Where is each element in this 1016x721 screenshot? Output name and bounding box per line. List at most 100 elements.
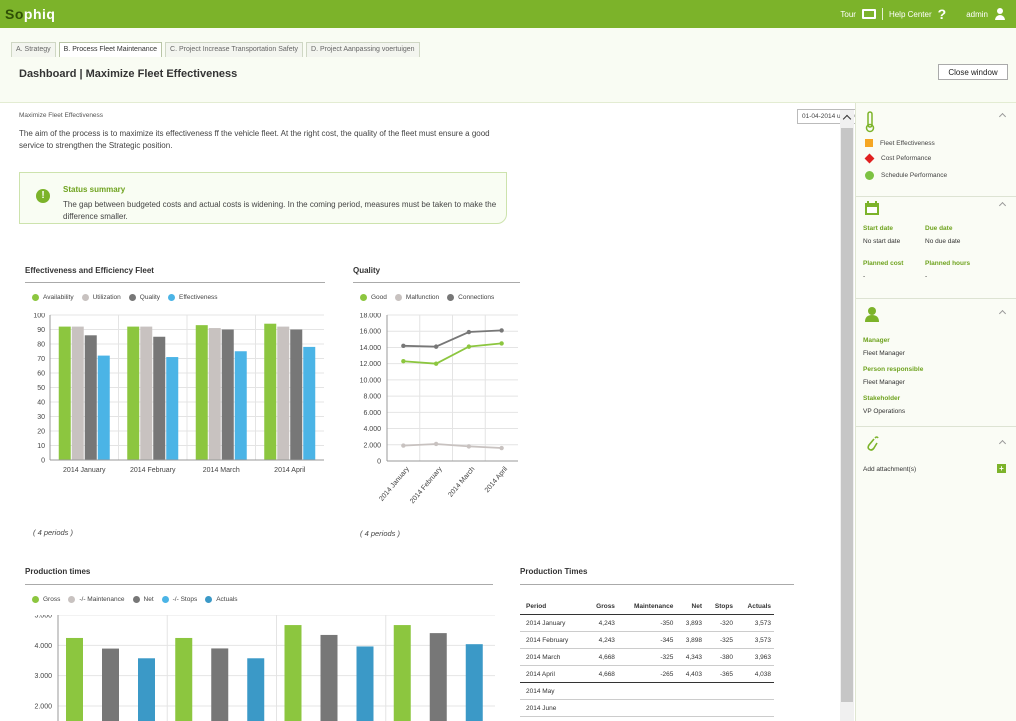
app-logo[interactable]: Sophiq	[5, 6, 55, 22]
production-legend-item[interactable]: Net	[132, 596, 154, 603]
y-tick-label: 70	[37, 356, 45, 363]
chevron-up-icon[interactable]	[998, 112, 1007, 121]
y-tick-label: 14.000	[360, 345, 382, 352]
table-cell	[735, 699, 774, 717]
monitor-icon[interactable]	[861, 9, 876, 19]
manager-value: Fleet Manager	[863, 350, 905, 357]
kpi-schedule-performance[interactable]: Schedule Performance	[865, 171, 947, 180]
bar	[58, 326, 71, 460]
person-icon	[865, 307, 879, 322]
column-header: Stops	[705, 599, 736, 615]
chevron-up-icon[interactable]	[998, 201, 1007, 210]
table-header-row: Period Gross Maintenance Net Stops Actuals	[520, 599, 774, 615]
table-cell: 2014 May	[520, 682, 587, 700]
chevron-up-icon[interactable]	[998, 439, 1007, 448]
y-tick-label: 8.000	[363, 394, 381, 401]
tab-project-aanpassing-voertuigen[interactable]: D. Project Aanpassing voertuigen	[306, 42, 420, 57]
planned-cost-value: -	[863, 273, 866, 280]
effectiveness-legend-item[interactable]: Quality	[128, 294, 160, 301]
data-point	[499, 328, 504, 333]
user-name[interactable]: admin	[966, 9, 988, 19]
table-cell: -345	[617, 631, 677, 649]
tab-project-transportation-safety[interactable]: C. Project Increase Transportation Safet…	[165, 42, 304, 57]
quality-legend-item[interactable]: Connections	[447, 294, 494, 301]
series-line	[403, 329, 502, 348]
effectiveness-legend-item[interactable]: Availability	[32, 294, 74, 301]
quality-legend-item[interactable]: Malfunction	[394, 294, 440, 301]
user-icon[interactable]	[994, 8, 1006, 20]
table-cell: 4,668	[586, 648, 618, 666]
legend-dot-icon	[161, 596, 169, 603]
table-cell: 2014 March	[520, 648, 587, 666]
table-cell: 3,893	[676, 614, 706, 632]
chart-production-legend: Gross -/- Maintenance Net -/- Stops Actuals	[32, 596, 238, 603]
y-tick-label: 18.000	[360, 313, 382, 320]
table-body: 2014 January 4,243 -350 3,893 -320 3,573 2014 …	[520, 614, 774, 717]
legend-label: Malfunction	[405, 294, 440, 301]
scroll-up-arrow[interactable]	[840, 110, 854, 124]
status-text: The gap between budgeted costs and actua…	[63, 200, 497, 221]
add-attachment-label[interactable]: Add attachment(s)	[863, 466, 917, 473]
due-date-label: Due date	[925, 225, 953, 232]
kpi-cost-performance[interactable]: Cost Peformance	[864, 153, 931, 164]
table-cell	[676, 699, 706, 717]
bar	[320, 634, 338, 721]
help-center-link[interactable]: Help Center	[888, 9, 932, 19]
bar	[71, 326, 84, 460]
data-point	[466, 444, 472, 449]
legend-label: Connections	[458, 294, 495, 301]
effectiveness-legend-item[interactable]: Utilization	[81, 294, 121, 301]
planned-hours-label: Planned hours	[925, 260, 971, 267]
logo-suffix: phiq	[23, 6, 56, 22]
x-tick-label: 2014 April	[274, 467, 306, 474]
bar	[102, 648, 119, 721]
x-tick-label: 2014 February	[409, 465, 444, 505]
top-nav: Tour Help Center ? admin	[840, 6, 1006, 22]
effectiveness-legend-item[interactable]: Effectiveness	[168, 294, 218, 301]
table-row: 2014 March 4,668 -325 4,343 -380 3,963	[520, 648, 774, 666]
legend-dot-icon	[68, 596, 76, 603]
tour-link[interactable]: Tour	[840, 9, 856, 19]
right-sidebar: Fleet Effectiveness Cost Peformance Sche…	[855, 103, 1016, 721]
chevron-up-icon[interactable]	[998, 309, 1007, 318]
y-tick-label: 2.000	[363, 442, 381, 449]
kpi-fleet-effectiveness[interactable]: Fleet Effectiveness	[865, 139, 935, 147]
y-tick-label: 100	[33, 313, 45, 320]
y-tick-label: 6.000	[363, 410, 381, 417]
y-tick-label: 5.000	[34, 615, 52, 620]
table-cell	[617, 699, 677, 717]
production-legend-item[interactable]: -/- Stops	[161, 596, 197, 603]
add-attachment-plus-icon[interactable]: +	[997, 464, 1006, 473]
x-tick-label: 2014 March	[203, 467, 240, 474]
tab-strategy[interactable]: A. Strategy	[11, 42, 56, 57]
y-tick-label: 10	[37, 443, 45, 450]
table-cell	[705, 699, 736, 717]
production-table: Period Gross Maintenance Net Stops Actuals 20…	[520, 599, 774, 717]
bar	[234, 351, 247, 460]
thermometer-icon	[865, 111, 875, 133]
y-tick-label: 90	[37, 327, 45, 334]
y-tick-label: 4.000	[363, 426, 381, 433]
column-header: Period	[520, 599, 587, 615]
data-point	[466, 344, 472, 349]
help-icon[interactable]: ?	[937, 6, 947, 22]
table-cell: 4,038	[735, 665, 774, 683]
column-header: Net	[676, 599, 706, 615]
tab-process-fleet-maintenance[interactable]: B. Process Fleet Maintenance	[58, 42, 163, 57]
x-tick-label: 2014 March	[447, 466, 476, 499]
sidebar-dates-section: Start date No start date Due date No due…	[856, 197, 1016, 299]
scroll-thumb[interactable]	[841, 128, 853, 702]
bar	[284, 625, 302, 721]
legend-dot-icon	[360, 294, 367, 301]
close-window-button[interactable]: Close window	[938, 64, 1008, 80]
main-scrollbar[interactable]	[840, 110, 854, 721]
production-legend-item[interactable]: -/- Maintenance	[68, 596, 125, 603]
legend-dot-icon	[128, 294, 136, 301]
start-date-label: Start date	[863, 225, 893, 232]
data-point	[499, 341, 504, 346]
production-legend-item[interactable]: Actuals	[205, 596, 238, 603]
table-cell: 3,573	[735, 631, 774, 649]
quality-legend-item[interactable]: Good	[360, 294, 387, 301]
chart-quality-legend: Good Malfunction Connections	[360, 294, 494, 301]
production-legend-item[interactable]: Gross	[32, 596, 60, 603]
